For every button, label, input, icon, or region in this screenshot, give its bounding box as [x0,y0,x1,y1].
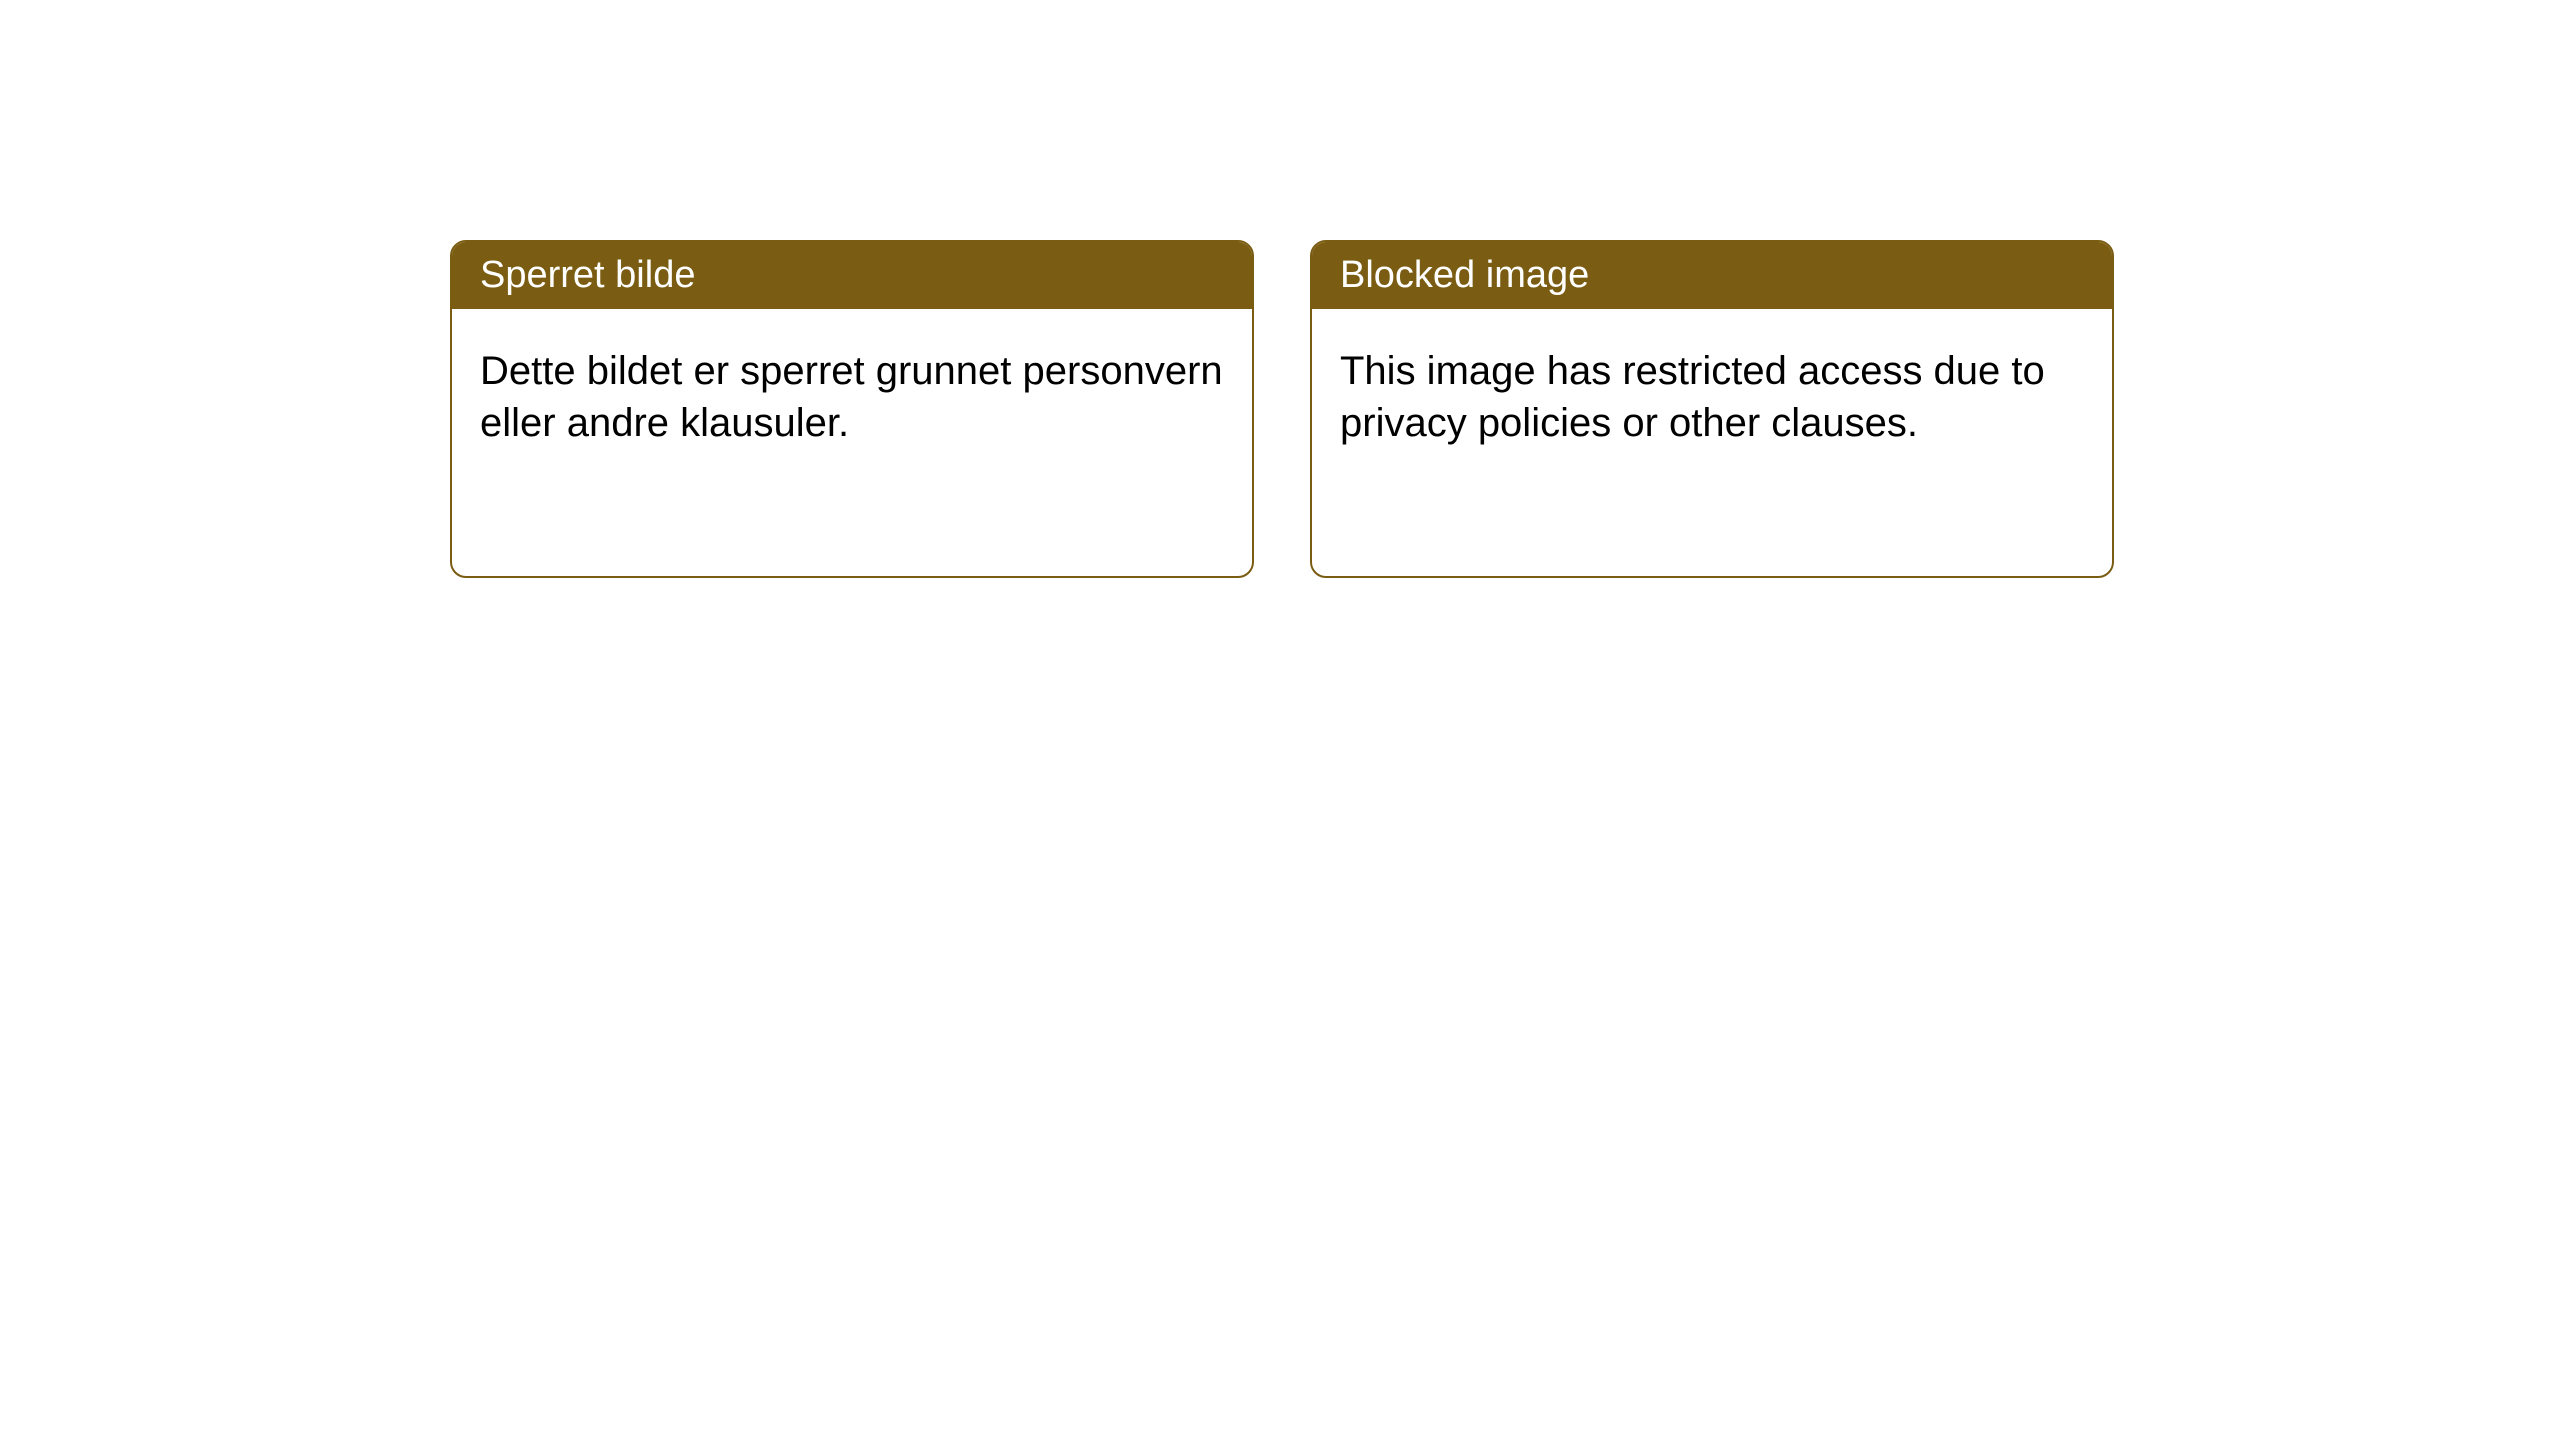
notice-title: Blocked image [1340,254,1589,296]
notice-text: Dette bildet er sperret grunnet personve… [480,349,1223,445]
notice-title: Sperret bilde [480,254,695,296]
notice-body: This image has restricted access due to … [1312,309,2112,485]
notice-text: This image has restricted access due to … [1340,349,2045,445]
notice-header: Sperret bilde [452,242,1252,309]
notice-container: Sperret bilde Dette bildet er sperret gr… [0,0,2560,578]
notice-body: Dette bildet er sperret grunnet personve… [452,309,1252,485]
notice-box-english: Blocked image This image has restricted … [1310,240,2114,578]
notice-header: Blocked image [1312,242,2112,309]
notice-box-norwegian: Sperret bilde Dette bildet er sperret gr… [450,240,1254,578]
